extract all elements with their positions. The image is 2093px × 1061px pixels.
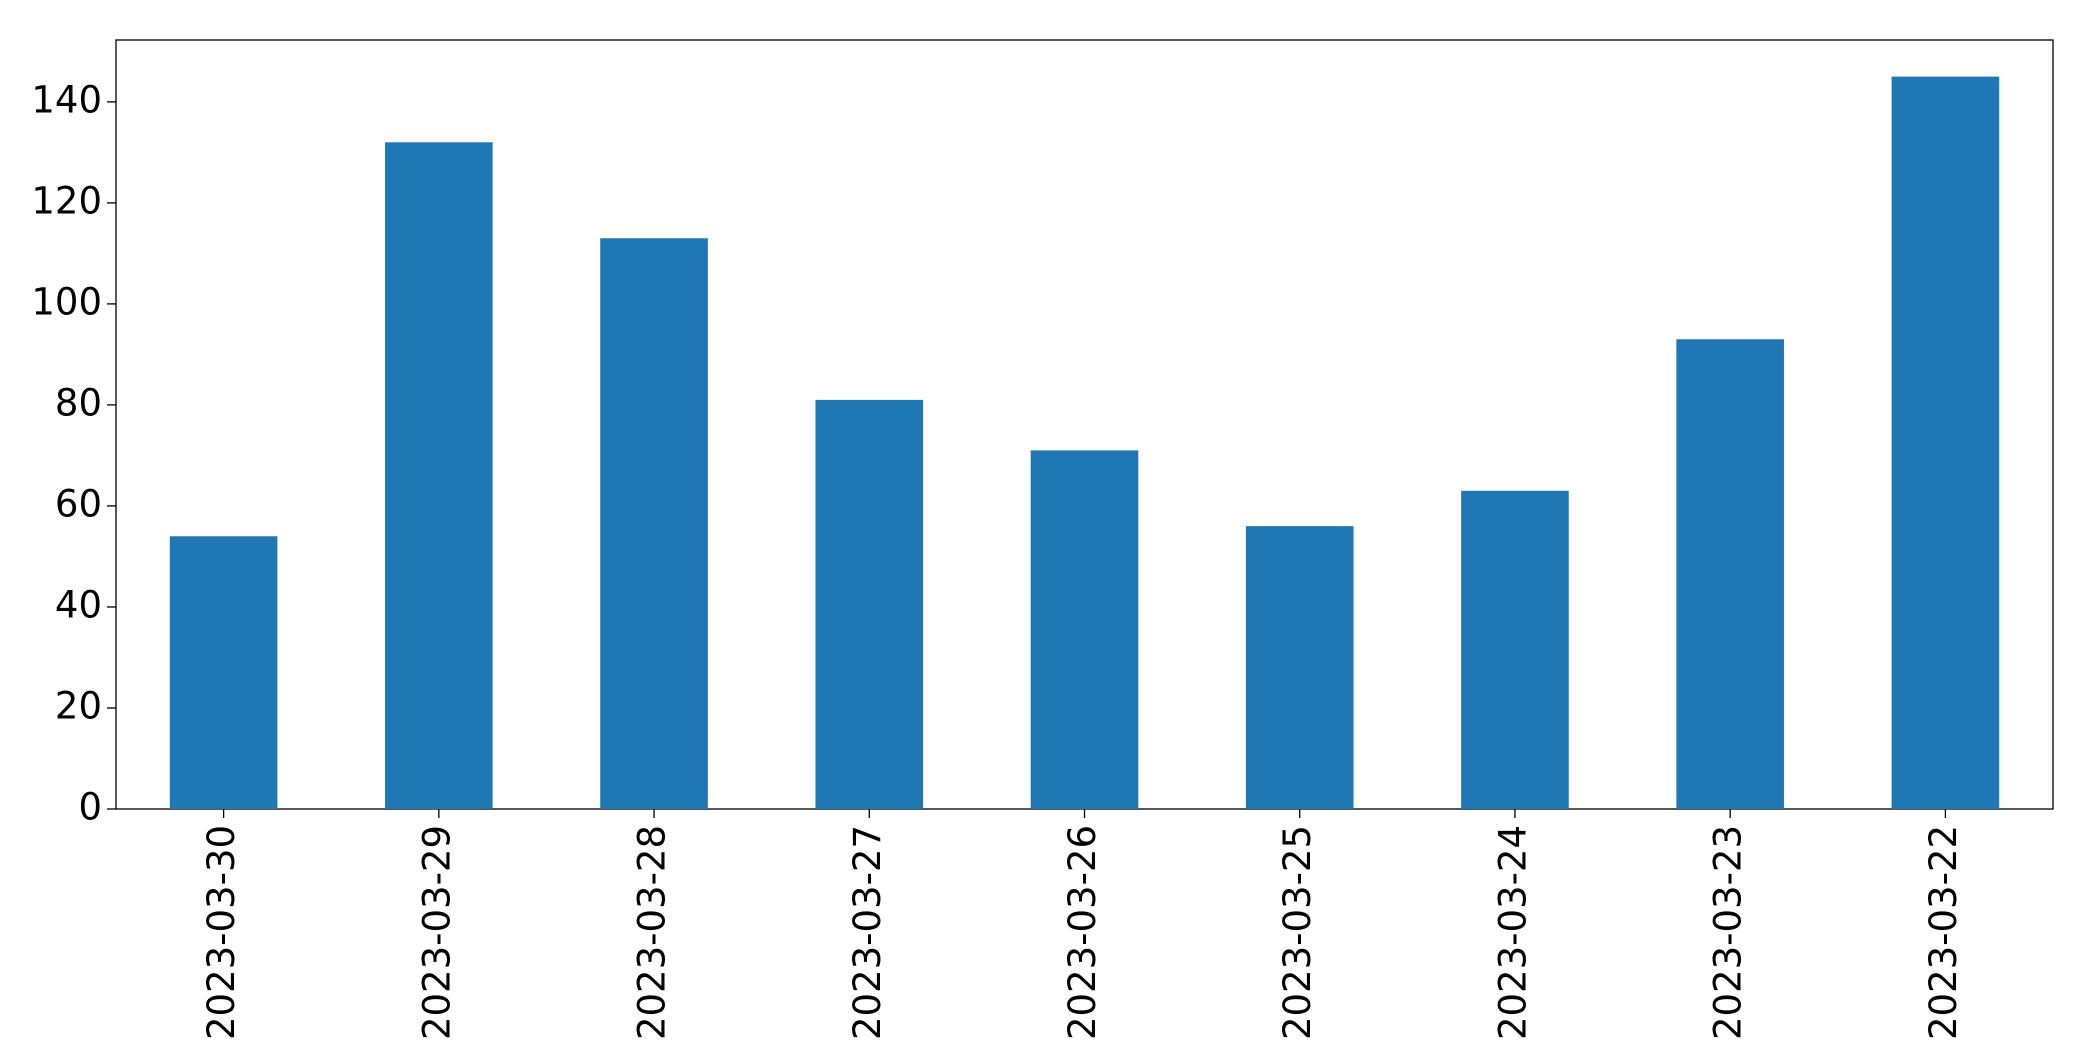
x-tick-label: 2023-03-29 xyxy=(415,825,458,1040)
x-tick-label: 2023-03-22 xyxy=(1922,825,1965,1040)
y-tick-label: 140 xyxy=(31,78,102,121)
y-tick-label: 60 xyxy=(55,482,102,525)
x-tick-label: 2023-03-24 xyxy=(1491,825,1534,1040)
x-tick-label: 2023-03-26 xyxy=(1061,825,1104,1040)
x-tick-label: 2023-03-27 xyxy=(846,825,889,1040)
bar xyxy=(815,399,924,809)
y-tick-label: 80 xyxy=(55,381,102,424)
bar xyxy=(169,536,278,809)
bar xyxy=(385,142,493,810)
x-tick-label: 2023-03-30 xyxy=(200,825,243,1040)
y-tick-label: 0 xyxy=(78,786,102,829)
y-tick-label: 120 xyxy=(31,179,102,222)
x-tick-label: 2023-03-23 xyxy=(1707,825,1750,1040)
y-tick-label: 20 xyxy=(55,684,102,727)
y-tick-label: 100 xyxy=(31,280,102,323)
bar xyxy=(1676,339,1784,809)
bar xyxy=(1461,490,1569,809)
x-tick-label: 2023-03-25 xyxy=(1276,825,1319,1040)
bar xyxy=(600,238,708,810)
bar xyxy=(1030,450,1139,809)
bar xyxy=(1891,76,2000,810)
x-tick-label: 2023-03-28 xyxy=(631,825,674,1040)
bar xyxy=(1245,526,1354,809)
y-tick-label: 40 xyxy=(55,583,102,626)
